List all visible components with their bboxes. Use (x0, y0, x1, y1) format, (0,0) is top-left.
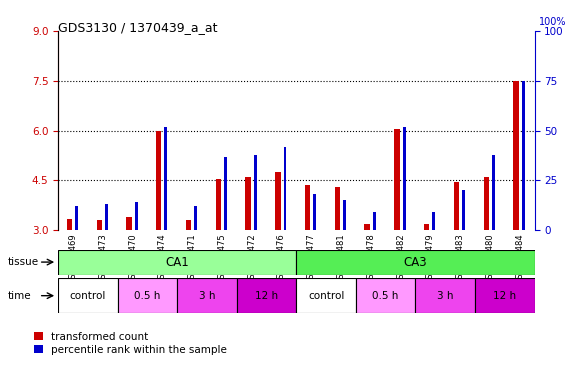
Bar (305, 185, 310, 230)
Bar (335, 187, 340, 230)
Bar (364, 224, 370, 230)
Text: 3 h: 3 h (437, 291, 453, 301)
Bar (403, 127, 406, 230)
Bar (216, 179, 221, 230)
Bar (58, 250, 296, 275)
Text: CA3: CA3 (404, 256, 427, 268)
Bar (432, 212, 435, 230)
Bar (245, 177, 251, 230)
Text: 12 h: 12 h (255, 291, 278, 301)
Bar (296, 250, 535, 275)
Bar (58, 278, 117, 313)
Bar (96, 220, 102, 230)
Bar (156, 131, 162, 230)
Text: time: time (8, 291, 31, 301)
Text: 0.5 h: 0.5 h (134, 291, 160, 301)
Bar (475, 278, 535, 313)
Legend: transformed count, percentile rank within the sample: transformed count, percentile rank withi… (34, 332, 227, 355)
Bar (492, 154, 495, 230)
Bar (186, 220, 191, 230)
Text: 100%: 100% (539, 17, 566, 26)
Text: control: control (70, 291, 106, 301)
Text: control: control (308, 291, 345, 301)
Bar (194, 207, 197, 230)
Bar (343, 200, 346, 230)
Bar (373, 212, 376, 230)
Bar (275, 172, 281, 230)
Text: CA1: CA1 (166, 256, 189, 268)
Bar (75, 207, 78, 230)
Bar (522, 81, 525, 230)
Bar (105, 204, 108, 230)
Text: 12 h: 12 h (493, 291, 517, 301)
Bar (424, 224, 429, 230)
Text: 0.5 h: 0.5 h (372, 291, 399, 301)
Bar (126, 217, 132, 230)
Bar (164, 127, 167, 230)
Bar (224, 157, 227, 230)
Bar (313, 194, 316, 230)
Bar (237, 278, 296, 313)
Bar (177, 278, 237, 313)
Bar (514, 81, 519, 230)
Bar (415, 278, 475, 313)
Bar (117, 278, 177, 313)
Bar (462, 190, 465, 230)
Bar (454, 182, 459, 230)
Bar (394, 129, 400, 230)
Bar (296, 278, 356, 313)
Bar (254, 154, 257, 230)
Bar (67, 219, 72, 230)
Bar (135, 202, 138, 230)
Text: GDS3130 / 1370439_a_at: GDS3130 / 1370439_a_at (58, 21, 218, 34)
Text: tissue: tissue (8, 257, 39, 267)
Bar (284, 147, 286, 230)
Text: 3 h: 3 h (199, 291, 215, 301)
Bar (483, 177, 489, 230)
Bar (356, 278, 415, 313)
